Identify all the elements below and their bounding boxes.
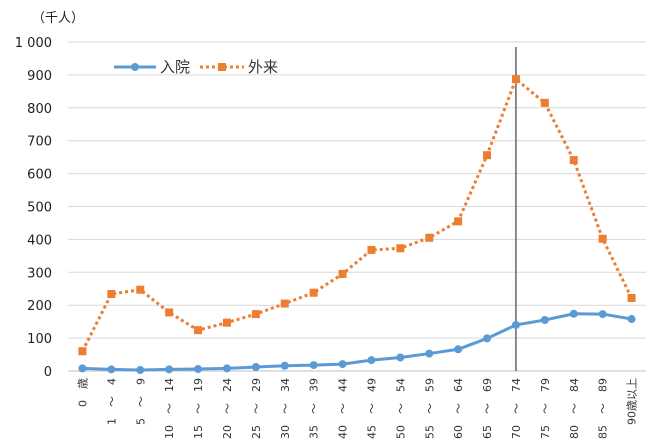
y-tick-label: 900 <box>27 69 52 84</box>
x-tick-label: 70 〜 74 <box>510 378 523 439</box>
x-tick-label: 80 〜 84 <box>568 378 581 439</box>
data-point <box>598 234 607 243</box>
grid-lines <box>68 41 646 372</box>
y-tick-label: 1 000 <box>15 36 52 51</box>
x-tick-label: 30 〜 34 <box>279 378 292 439</box>
data-point <box>627 315 636 324</box>
y-tick-label: 500 <box>27 201 52 216</box>
data-point <box>107 290 116 299</box>
data-point <box>251 310 260 319</box>
data-point <box>425 233 434 242</box>
data-point <box>511 75 520 84</box>
y-tick-label: 0 <box>44 365 52 380</box>
data-point <box>367 245 376 254</box>
x-tick-label: 65 〜 69 <box>481 378 494 439</box>
data-point <box>483 151 492 160</box>
data-point <box>540 98 549 107</box>
x-tick-label: 90歳以上 <box>626 378 639 425</box>
data-point <box>396 353 405 362</box>
y-tick-label: 300 <box>27 266 52 281</box>
x-tick-label: 5 〜 9 <box>134 378 147 425</box>
x-tick-label: 10 〜 14 <box>163 378 176 439</box>
x-tick-label: 85 〜 89 <box>597 378 610 439</box>
legend-label-outpatient: 外来 <box>248 58 278 76</box>
data-point <box>483 334 492 343</box>
data-point <box>165 308 174 317</box>
data-point <box>194 326 203 335</box>
y-tick-label: 200 <box>27 299 52 314</box>
legend: 入院 外来 <box>114 58 278 76</box>
x-tick-label: 20 〜 24 <box>221 378 234 439</box>
data-point <box>569 156 578 165</box>
legend-marker-inpatient <box>131 63 139 71</box>
x-tick-label: 75 〜 79 <box>539 378 552 439</box>
data-point <box>627 293 636 302</box>
legend-marker-outpatient <box>218 63 226 71</box>
y-tick-label: 800 <box>27 102 52 117</box>
data-point <box>107 365 116 374</box>
x-tick-label: 60 〜 64 <box>452 378 465 439</box>
x-tick-label: 45 〜 49 <box>365 378 378 439</box>
data-point <box>78 364 87 373</box>
data-point <box>78 347 87 356</box>
data-point <box>194 365 203 374</box>
x-tick-label: 0 歳 <box>76 378 89 407</box>
x-tick-label: 15 〜 19 <box>192 378 205 439</box>
y-tick-label: 100 <box>27 332 52 347</box>
series-line <box>81 77 633 352</box>
data-point <box>367 356 376 365</box>
data-point <box>454 345 463 354</box>
data-point <box>540 316 549 325</box>
data-point <box>309 288 318 297</box>
x-tick-label: 35 〜 39 <box>308 378 321 439</box>
data-point <box>511 320 520 329</box>
legend-label-inpatient: 入院 <box>160 58 190 76</box>
data-point <box>338 269 347 278</box>
x-tick-label: 1 〜 4 <box>105 378 118 425</box>
y-axis-ticks: 0 100 200 300 400 500 600 700 800 900 1 000 <box>15 36 52 380</box>
data-point <box>251 363 260 372</box>
data-point <box>396 244 405 253</box>
data-point <box>280 299 289 308</box>
data-point <box>280 361 289 370</box>
y-tick-label: 600 <box>27 168 52 183</box>
x-tick-label: 25 〜 29 <box>250 378 263 439</box>
series-group <box>78 75 636 375</box>
x-tick-label: 50 〜 54 <box>394 378 407 439</box>
data-point <box>454 217 463 226</box>
y-tick-label: 400 <box>27 233 52 248</box>
y-unit-label: （千人） <box>32 11 84 26</box>
data-point <box>136 366 145 375</box>
data-point <box>425 349 434 358</box>
data-point <box>222 318 231 327</box>
x-tick-label: 55 〜 59 <box>423 378 436 439</box>
x-axis-ticks: 0 歳 1 〜 4 5 〜 9 10 〜 14 15 〜 19 20 〜 24 25 〜 2… <box>76 378 638 439</box>
data-point <box>598 310 607 319</box>
series-line <box>82 312 632 372</box>
x-tick-label: 40 〜 44 <box>337 378 350 439</box>
y-tick-label: 700 <box>27 135 52 150</box>
data-point <box>338 360 347 369</box>
data-point <box>222 364 231 373</box>
data-point <box>165 365 174 374</box>
data-point <box>569 309 578 318</box>
data-point <box>309 361 318 370</box>
data-point <box>136 285 145 294</box>
